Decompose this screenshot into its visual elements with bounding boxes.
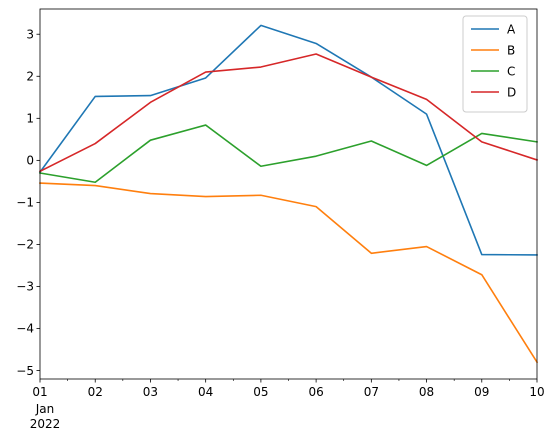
x-tick-label: 04 xyxy=(198,385,213,399)
x-tick-label: 08 xyxy=(419,385,434,399)
x-tick-label: 05 xyxy=(253,385,268,399)
x-tick-sublabel: Jan xyxy=(35,402,55,416)
series-line-d xyxy=(38,53,539,173)
y-tick-label: 1 xyxy=(26,112,34,126)
y-tick-label: −5 xyxy=(16,364,34,378)
y-tick-label: −1 xyxy=(16,196,34,210)
y-tick-label: −4 xyxy=(16,322,34,336)
plot-area xyxy=(40,9,537,379)
x-tick-label: 09 xyxy=(474,385,489,399)
y-tick-label: 2 xyxy=(26,69,34,83)
series-line-a xyxy=(38,24,538,256)
legend-label-a: A xyxy=(507,22,516,36)
series-line-b xyxy=(39,182,539,364)
x-tick-label: 03 xyxy=(143,385,158,399)
x-tick-label: 02 xyxy=(88,385,103,399)
x-tick-label: 06 xyxy=(308,385,323,399)
y-tick-label: 3 xyxy=(26,27,34,41)
legend-label-b: B xyxy=(507,43,515,57)
series-line-c xyxy=(39,124,538,184)
x-tick-label: 10 xyxy=(529,385,544,399)
y-tick-label: 0 xyxy=(26,154,34,168)
legend-label-c: C xyxy=(507,64,515,78)
series-layer xyxy=(38,24,539,364)
x-tick-sublabel: 2022 xyxy=(30,417,61,431)
legend-label-d: D xyxy=(507,85,516,99)
x-tick-label: 01 xyxy=(32,385,47,399)
y-tick-label: −3 xyxy=(16,280,34,294)
plot-frame xyxy=(39,8,538,380)
legend-box xyxy=(462,15,528,113)
y-tick-label: −2 xyxy=(16,238,34,252)
x-tick-label: 07 xyxy=(364,385,379,399)
